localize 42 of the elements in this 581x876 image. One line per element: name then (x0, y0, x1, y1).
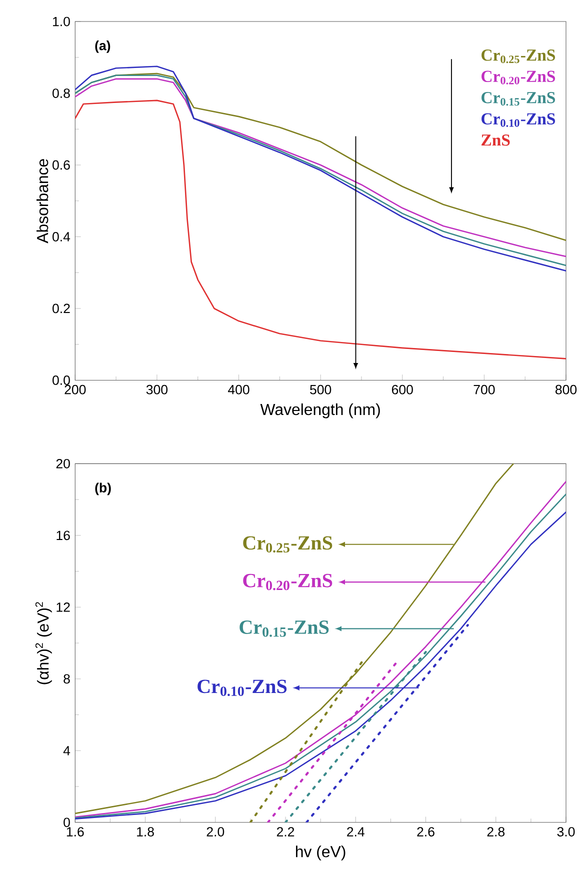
y-tick-label: 0.2 (52, 304, 70, 314)
x-tick-label: 600 (392, 384, 413, 394)
x-tick-label: 3.0 (557, 827, 574, 836)
y-tick-label: 8 (63, 674, 70, 684)
annotation: Cr$_{0.25}$-ZnS (242, 536, 332, 553)
annotation: (a) (94, 40, 110, 53)
x-tick-label: 2.2 (276, 827, 294, 836)
y-tick-label: 0.4 (52, 232, 70, 242)
x-tick-label: 2.0 (206, 827, 224, 836)
x-tick-label: 2.8 (487, 827, 504, 836)
y-axis-title: (αhv)$^{2}$ (eV)$^{2}$ (35, 602, 52, 684)
y-tick-label: 0.0 (52, 376, 70, 385)
x-tick-label: 1.8 (136, 827, 154, 836)
annotation: Cr$_{0.15}$-ZnS (239, 620, 328, 637)
x-tick-label: 1.6 (66, 827, 84, 836)
text: Cr$_{0.10}$-ZnS (481, 113, 555, 127)
annotation: (b) (94, 482, 111, 496)
y-axis-title: Absorbance (36, 159, 48, 244)
y-tick-label: 4 (63, 746, 70, 756)
y-tick-label: 1.0 (52, 16, 70, 26)
x-tick-label: 800 (555, 384, 576, 394)
x-tick-label: 200 (64, 384, 86, 394)
text: Cr$_{0.15}$-ZnS (481, 92, 555, 106)
x-tick-label: 700 (474, 384, 495, 394)
text: Cr$_{0.20}$-ZnS (481, 70, 555, 84)
y-tick-label: 12 (56, 602, 70, 612)
y-tick-label: 20 (56, 458, 70, 468)
x-tick-label: 400 (228, 384, 250, 394)
x-tick-label: 2.4 (346, 827, 364, 836)
text: Cr$_{0.25}$-ZnS (481, 50, 555, 64)
annotation: Cr$_{0.10}$-ZnS (197, 680, 286, 696)
x-tick-label: 2.6 (416, 827, 434, 836)
annotation: Cr$_{0.20}$-ZnS (242, 574, 332, 590)
text: ZnS (481, 134, 510, 146)
y-tick-label: 0 (63, 818, 70, 828)
x-axis-title: Wavelength (nm) (260, 403, 380, 418)
x-tick-label: 500 (310, 384, 331, 394)
y-tick-label: 0.6 (52, 160, 70, 170)
x-tick-label: 300 (146, 384, 168, 394)
y-tick-label: 16 (56, 530, 70, 540)
x-axis-title: hv (eV) (296, 846, 345, 860)
y-tick-label: 0.8 (52, 88, 70, 98)
